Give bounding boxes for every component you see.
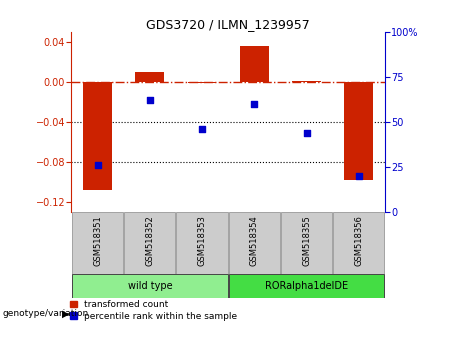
Bar [240, 46, 269, 82]
Bar [292, 81, 321, 82]
Text: wild type: wild type [128, 281, 172, 291]
Text: GSM518354: GSM518354 [250, 215, 259, 266]
Bar [72, 274, 228, 298]
Point [251, 101, 258, 107]
Bar [229, 212, 280, 274]
Text: RORalpha1delDE: RORalpha1delDE [265, 281, 348, 291]
Bar [333, 212, 384, 274]
Bar [344, 82, 373, 180]
Bar [72, 212, 123, 274]
Text: GSM518353: GSM518353 [198, 215, 207, 266]
Point [94, 162, 101, 168]
Point [355, 173, 362, 179]
Point [198, 126, 206, 132]
Text: GSM518356: GSM518356 [355, 215, 363, 266]
Bar [136, 72, 164, 82]
Text: GSM518351: GSM518351 [93, 215, 102, 266]
Point [303, 130, 310, 136]
Title: GDS3720 / ILMN_1239957: GDS3720 / ILMN_1239957 [146, 18, 310, 31]
Bar [177, 212, 228, 274]
Bar [83, 82, 112, 190]
Text: genotype/variation: genotype/variation [2, 309, 89, 318]
Text: GSM518355: GSM518355 [302, 215, 311, 266]
Point [146, 97, 154, 103]
Bar [281, 212, 332, 274]
Text: GSM518352: GSM518352 [145, 215, 154, 266]
Text: ▶: ▶ [62, 308, 70, 318]
Bar [124, 212, 176, 274]
Legend: transformed count, percentile rank within the sample: transformed count, percentile rank withi… [70, 300, 237, 321]
Bar [188, 82, 217, 83]
Bar [229, 274, 384, 298]
